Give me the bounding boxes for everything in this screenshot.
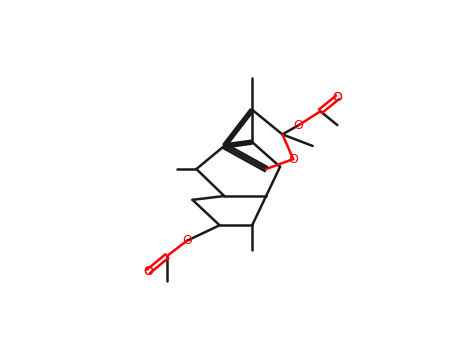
Text: O: O bbox=[333, 91, 342, 104]
Text: O: O bbox=[288, 153, 298, 166]
Text: O: O bbox=[333, 91, 342, 104]
Text: O: O bbox=[182, 234, 192, 247]
Text: O: O bbox=[143, 265, 153, 278]
Text: O: O bbox=[294, 119, 303, 132]
Text: O: O bbox=[143, 265, 153, 278]
